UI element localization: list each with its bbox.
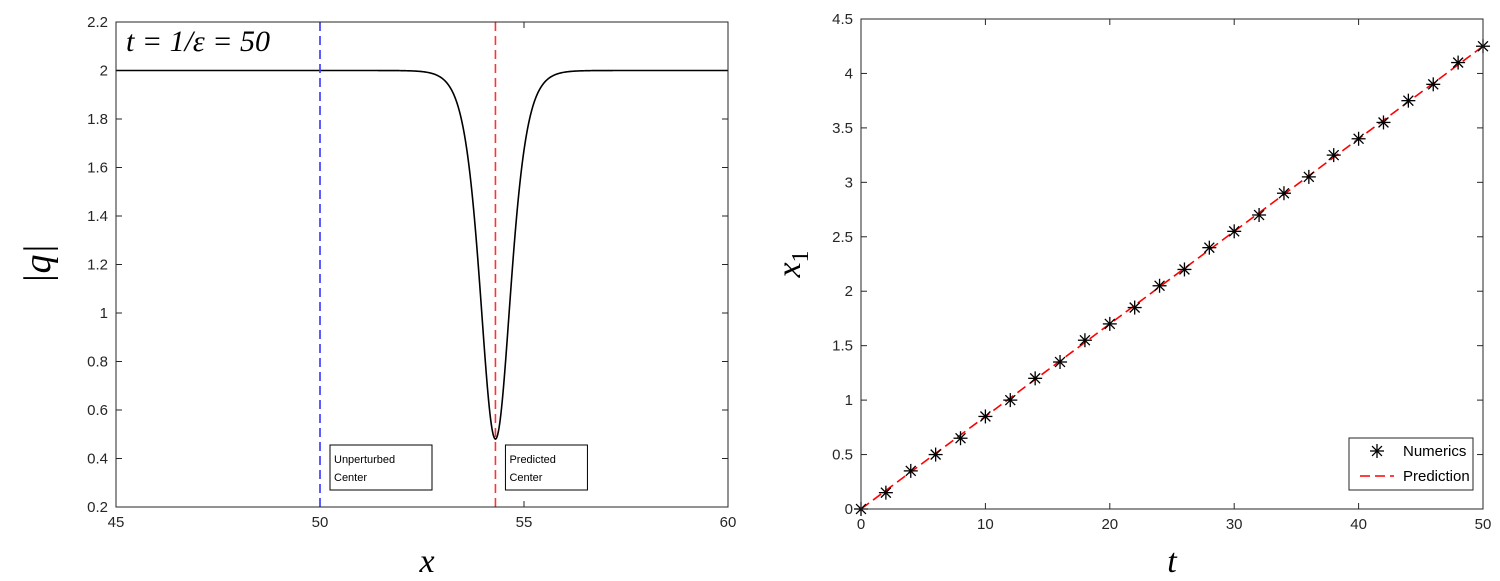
numerics-point xyxy=(1401,93,1416,108)
y-tick-label: 0.5 xyxy=(832,447,853,464)
numerics-point xyxy=(1152,278,1167,293)
prediction-line xyxy=(860,45,1484,510)
annotation-line-2: Center xyxy=(509,472,542,484)
predicted-center-annotation: Predicted Center xyxy=(504,444,588,491)
numerics-point xyxy=(1376,115,1391,130)
numerics-point xyxy=(1326,148,1341,163)
numerics-point xyxy=(1252,208,1267,222)
x-tick-label: 30 xyxy=(1226,516,1243,533)
y-tick-label: 3.5 xyxy=(832,120,853,137)
left-title: t = 1/ε = 50 xyxy=(126,25,270,58)
numerics-point xyxy=(1028,371,1043,386)
y-tick-label: 4.5 xyxy=(832,11,853,28)
x-tick-label: 50 xyxy=(1475,516,1492,533)
y-tick-label: 2.5 xyxy=(832,229,853,246)
legend: Numerics Prediction xyxy=(1348,437,1474,491)
y-tick-label: 0.2 xyxy=(87,499,108,516)
numerics-point xyxy=(978,409,993,424)
q-profile-line xyxy=(116,69,728,441)
numerics-point xyxy=(1077,333,1092,348)
numerics-markers xyxy=(854,39,1490,516)
left-panel: 0.2 0.4 0.6 0.8 1 1.2 1.4 1.6 1.8 2 2.2 45 50 55 60 U… xyxy=(17,14,736,580)
numerics-point xyxy=(953,431,968,446)
y-tick-label: 1.8 xyxy=(87,111,108,128)
numerics-point xyxy=(878,485,893,500)
y-tick-label: 1.5 xyxy=(832,338,853,355)
y-tick-label: 0.6 xyxy=(87,402,108,419)
y-tick-label: 2 xyxy=(845,283,853,300)
right-x-label: t xyxy=(1167,543,1178,580)
right-y-label: x1 xyxy=(771,250,814,278)
y-tick-label: 2.2 xyxy=(87,14,108,31)
x-tick-label: 60 xyxy=(720,514,737,531)
numerics-point xyxy=(1276,186,1291,201)
right-x-ticks: 0 10 20 30 40 50 xyxy=(857,19,1492,533)
numerics-point xyxy=(1102,316,1117,331)
annotation-line-1: Unperturbed xyxy=(334,454,395,466)
numerics-point xyxy=(1351,131,1366,146)
x-tick-label: 20 xyxy=(1101,516,1118,533)
x-tick-label: 45 xyxy=(108,514,125,531)
numerics-point xyxy=(1227,224,1242,239)
y-tick-label: 1.6 xyxy=(87,160,108,177)
numerics-point xyxy=(1003,393,1018,408)
legend-asterisk-icon xyxy=(1370,444,1384,458)
annotation-line-1: Predicted xyxy=(509,454,555,466)
left-x-label: x xyxy=(418,543,434,580)
annotation-line-2: Center xyxy=(334,472,367,484)
x-tick-label: 55 xyxy=(516,514,533,531)
numerics-point xyxy=(1053,355,1068,369)
legend-box xyxy=(1348,437,1474,491)
y-tick-label: 2 xyxy=(100,63,108,80)
left-plot-area xyxy=(116,22,728,507)
numerics-point xyxy=(1426,77,1441,92)
numerics-point xyxy=(928,447,943,462)
right-y-ticks: 0 0.5 1 1.5 2 2.5 3 3.5 4 4.5 xyxy=(832,11,1483,518)
x-tick-label: 50 xyxy=(312,514,329,531)
x-tick-label: 40 xyxy=(1350,516,1367,533)
left-y-ticks: 0.2 0.4 0.6 0.8 1 1.2 1.4 1.6 1.8 2 2.2 xyxy=(87,14,728,516)
y-tick-label: 1.2 xyxy=(87,257,108,274)
numerics-point xyxy=(903,463,918,478)
right-plot-area xyxy=(861,19,1483,509)
x-tick-label: 10 xyxy=(977,516,994,533)
right-panel: 0 0.5 1 1.5 2 2.5 3 3.5 4 4.5 0 10 20 30 40 50 t x1 Nu… xyxy=(771,11,1491,580)
y-tick-label: 4 xyxy=(845,65,853,82)
numerics-point xyxy=(1451,55,1466,70)
y-tick-label: 3 xyxy=(845,174,853,191)
right-axes-box xyxy=(860,18,1484,510)
left-axes-box xyxy=(115,21,729,508)
unperturbed-center-annotation: Unperturbed Center xyxy=(329,444,433,491)
y-tick-label: 0 xyxy=(845,501,853,518)
y-tick-label: 1.4 xyxy=(87,208,108,225)
legend-numerics-label: Numerics xyxy=(1403,443,1466,460)
legend-prediction-label: Prediction xyxy=(1403,468,1470,485)
x-tick-label: 0 xyxy=(857,516,865,533)
left-y-label: |q| xyxy=(17,244,59,284)
numerics-point xyxy=(1127,300,1142,315)
y-tick-label: 0.4 xyxy=(87,451,108,468)
numerics-point xyxy=(1202,240,1217,255)
y-tick-label: 1 xyxy=(100,305,108,322)
y-tick-label: 0.8 xyxy=(87,354,108,371)
numerics-point xyxy=(1301,169,1316,184)
y-tick-label: 1 xyxy=(845,392,853,409)
numerics-point xyxy=(1177,262,1192,277)
